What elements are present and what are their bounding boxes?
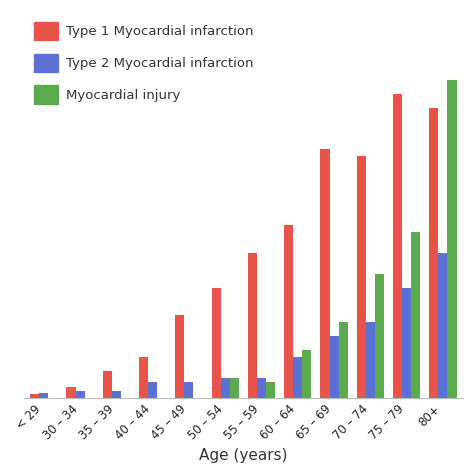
Bar [402, 288, 411, 398]
Bar [230, 378, 239, 398]
Bar [103, 371, 112, 398]
Bar [284, 226, 293, 398]
Bar [75, 392, 85, 398]
Bar [375, 274, 384, 398]
Bar [438, 253, 447, 398]
Bar [447, 80, 456, 398]
Bar [329, 336, 338, 398]
Bar [429, 108, 438, 398]
Bar [148, 382, 157, 398]
Bar [66, 387, 75, 398]
X-axis label: Age (years): Age (years) [199, 448, 288, 463]
Legend: Type 1 Myocardial infarction, Type 2 Myocardial infarction, Myocardial injury: Type 1 Myocardial infarction, Type 2 Myo… [30, 18, 257, 108]
Bar [257, 378, 266, 398]
Bar [357, 156, 366, 398]
Bar [175, 315, 184, 398]
Bar [139, 357, 148, 398]
Bar [411, 232, 420, 398]
Bar [211, 288, 221, 398]
Bar [30, 394, 39, 398]
Bar [393, 94, 402, 398]
Bar [338, 322, 348, 398]
Bar [248, 253, 257, 398]
Bar [320, 149, 329, 398]
Bar [366, 322, 375, 398]
Bar [302, 350, 311, 398]
Bar [266, 382, 275, 398]
Bar [293, 357, 302, 398]
Bar [39, 393, 48, 398]
Bar [221, 378, 230, 398]
Bar [112, 392, 121, 398]
Bar [184, 382, 193, 398]
